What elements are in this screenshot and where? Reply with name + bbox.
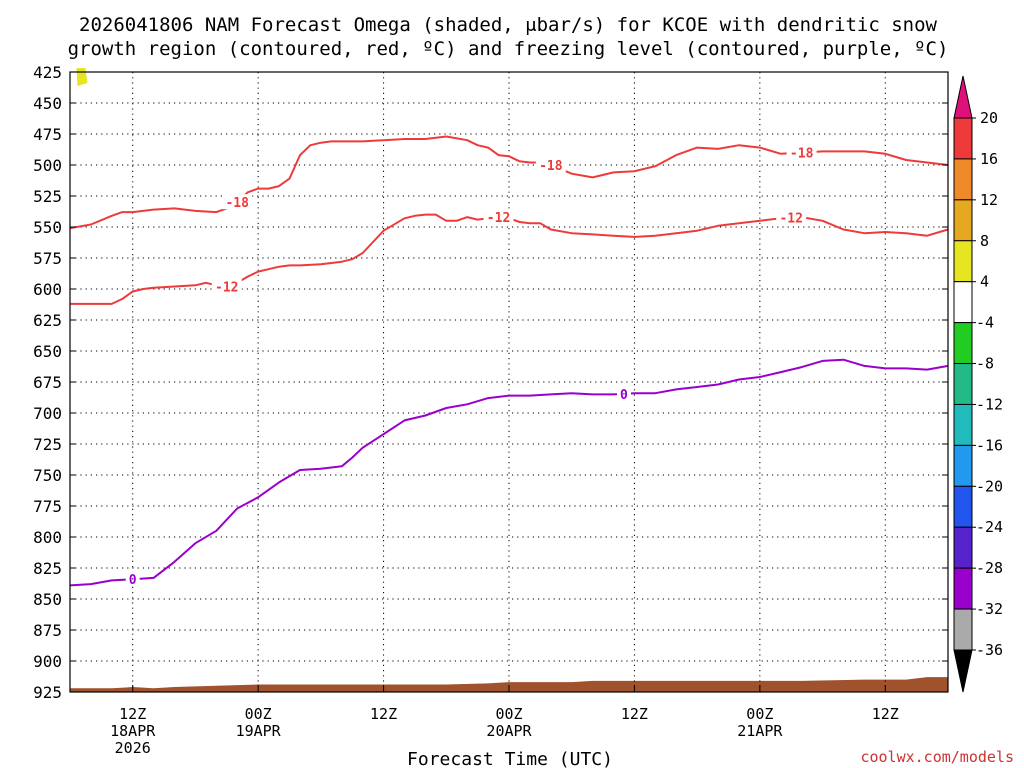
colorbar-label-4: 4 [980, 273, 989, 291]
omega-shading-layer [76, 67, 88, 86]
y-tick-label-875: 875 [33, 621, 62, 640]
x-tick-label-42-1: 20APR [486, 722, 532, 740]
series-label-0-2: -18 [790, 147, 814, 162]
plot-frame [69, 71, 949, 693]
terrain-fill [70, 677, 948, 692]
series-label-2-0: 0 [129, 573, 137, 588]
x-axis-title: Forecast Time (UTC) [407, 749, 613, 768]
colorbar-band-1 [953, 158, 973, 201]
y-tick-label-825: 825 [33, 559, 62, 578]
colorbar-band-10 [953, 526, 973, 569]
x-tick-label-78-0: 12Z [872, 705, 899, 723]
y-tick-label-925: 925 [33, 683, 62, 702]
chart-title-line-1: 2026041806 NAM Forecast Omega (shaded, μ… [79, 14, 937, 36]
colorbar-band-3 [953, 240, 973, 283]
colorbar-label-8: -16 [976, 436, 1003, 454]
colorbar-label-12: -32 [976, 600, 1003, 618]
series-label-0-0: -18 [225, 196, 249, 211]
colorbar-band-6 [953, 363, 973, 405]
x-tick-label-66-1: 21APR [737, 722, 783, 740]
colorbar-band-8 [953, 444, 973, 487]
colorbar-label-13: -36 [976, 641, 1003, 659]
series-label-bg-0-0 [222, 194, 253, 210]
colorbar-label-5: -4 [976, 314, 994, 332]
y-tick-label-625: 625 [33, 311, 62, 330]
terrain-layer [70, 677, 948, 692]
x-tick-label-30-0: 12Z [370, 705, 397, 723]
y-tick-label-575: 575 [33, 249, 62, 268]
y-tick-label-750: 750 [33, 466, 62, 485]
y-tick-label-600: 600 [33, 280, 62, 299]
x-tick-label-42-0: 00Z [495, 705, 522, 723]
colorbar-bottom-triangle [953, 649, 973, 693]
series-label-bg-1-0 [211, 278, 242, 294]
colorbar-label-3: 8 [980, 232, 989, 250]
colorbar-label-6: -8 [976, 355, 994, 373]
series-label-0-1: -18 [539, 159, 563, 174]
series-label-1-2: -12 [779, 212, 802, 227]
colorbar-band-12 [953, 608, 973, 651]
y-tick-label-725: 725 [33, 435, 62, 454]
series-label-bg-2-0 [125, 571, 140, 587]
colorbar-label-2: 12 [980, 191, 998, 209]
colorbar-band-5 [953, 322, 973, 365]
colorbar-label-10: -24 [976, 518, 1003, 536]
y-tick-label-550: 550 [33, 218, 62, 237]
y-tick-label-850: 850 [33, 590, 62, 609]
y-tick-label-900: 900 [33, 652, 62, 671]
colorbar-band-7 [953, 403, 973, 446]
series-label-1-0: -12 [215, 281, 238, 296]
series-line-1 [70, 213, 949, 305]
colorbar-label-9: -20 [976, 477, 1003, 495]
x-tick-label-18-0: 00Z [245, 705, 272, 723]
series-label-bg-2-1 [616, 385, 631, 401]
series-label-bg-0-1 [535, 157, 566, 172]
colorbar-band-4 [953, 281, 973, 324]
x-tick-label-6-2: 2026 [115, 739, 151, 757]
colorbar-top-triangle [953, 75, 973, 119]
credit-text: coolwx.com/models [860, 748, 1014, 766]
colorbar-label-11: -28 [976, 559, 1003, 577]
series-label-2-1: 0 [620, 388, 628, 403]
colorbar: 20 16 12 8 4 -4 -8 -12 -16 -20 -24 -28 -32 -36 [953, 75, 1003, 693]
y-tick-label-700: 700 [33, 404, 62, 423]
y-tick-label-475: 475 [33, 125, 62, 144]
colorbar-label-1: 16 [980, 150, 998, 168]
chart-title-line-2: growth region (contoured, red, ºC) and f… [68, 38, 949, 60]
gridlines [70, 71, 948, 693]
y-axis: 425 450 475 500 525 550 575 600 625 650 675 700 725 7… [33, 63, 948, 702]
contour-lines: -18 -18 -18 -12 -12 -12 0 0 [69, 135, 949, 588]
y-tick-label-450: 450 [33, 94, 62, 113]
x-tick-label-6-0: 12Z [119, 705, 146, 723]
colorbar-label-7: -12 [976, 395, 1003, 413]
x-tick-label-6-1: 18APR [110, 722, 156, 740]
y-tick-label-800: 800 [33, 528, 62, 547]
omega-shade-patch-0 [76, 67, 88, 86]
series-label-bg-1-1 [483, 209, 514, 225]
y-tick-label-775: 775 [33, 497, 62, 516]
y-tick-label-525: 525 [33, 187, 62, 206]
series-label-bg-1-2 [776, 209, 807, 225]
colorbar-band-11 [953, 567, 973, 610]
x-tick-label-54-0: 12Z [621, 705, 648, 723]
chart-title: 2026041806 NAM Forecast Omega (shaded, μ… [68, 14, 949, 60]
colorbar-label-0: 20 [980, 109, 998, 127]
y-tick-label-650: 650 [33, 342, 62, 361]
colorbar-band-2 [953, 199, 973, 242]
x-tick-label-66-0: 00Z [746, 705, 773, 723]
series-line-2 [69, 358, 949, 587]
colorbar-band-0 [953, 117, 973, 160]
colorbar-band-9 [953, 485, 973, 528]
y-tick-label-675: 675 [33, 373, 62, 392]
x-tick-label-18-1: 19APR [236, 722, 282, 740]
y-tick-label-425: 425 [33, 63, 62, 82]
series-label-bg-0-2 [786, 144, 817, 160]
y-tick-label-500: 500 [33, 156, 62, 175]
series-label-1-1: -12 [487, 211, 510, 226]
